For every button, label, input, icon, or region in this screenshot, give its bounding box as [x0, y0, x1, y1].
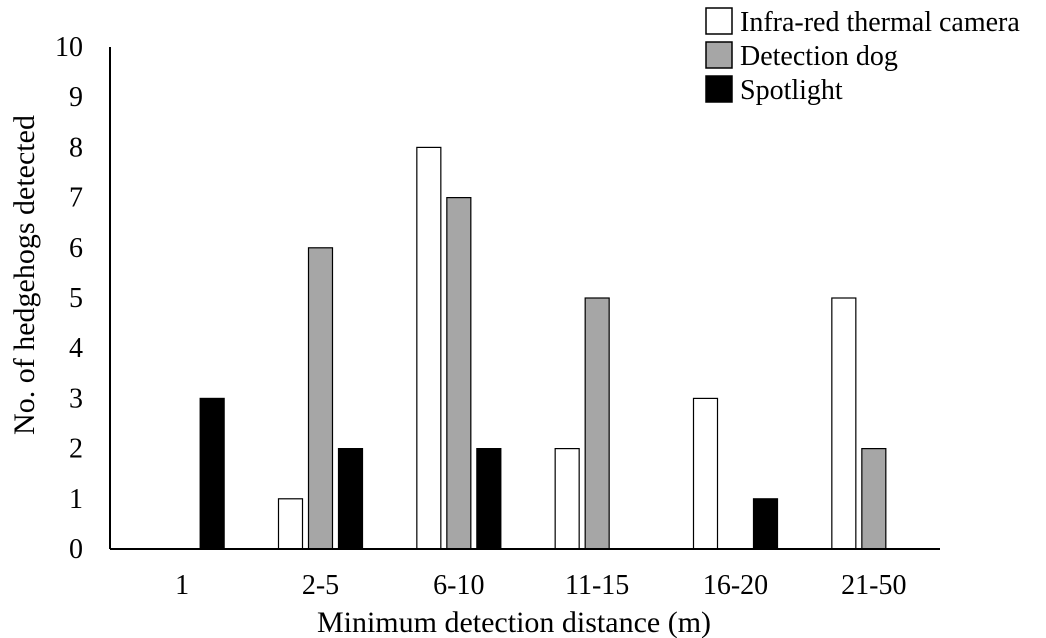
y-tick-label: 6	[69, 233, 83, 264]
x-tick-label: 1	[175, 570, 189, 601]
legend-label: Infra-red thermal camera	[740, 7, 1020, 38]
x-tick-label: 16-20	[703, 570, 768, 601]
bar	[277, 498, 304, 550]
bar	[416, 146, 442, 550]
x-tick-label: 11-15	[565, 570, 629, 601]
bar	[199, 397, 225, 550]
legend-swatch	[705, 75, 733, 103]
x-axis-label: Minimum detection distance (m)	[317, 606, 711, 638]
x-tick-label: 6-10	[433, 570, 484, 601]
bars	[199, 146, 887, 550]
x-tick-label: 21-50	[841, 570, 906, 601]
bar	[446, 197, 472, 550]
y-tick-label: 9	[69, 82, 83, 113]
bar	[476, 448, 502, 550]
bar	[307, 247, 334, 550]
x-tick-label: 2-5	[302, 570, 339, 601]
y-axis-label: No. of hedgehogs detected	[8, 115, 41, 435]
y-tick-label: 4	[69, 333, 83, 364]
y-tick-label: 8	[69, 132, 83, 163]
y-tick-label: 1	[69, 484, 83, 515]
y-tick-label: 0	[69, 534, 83, 565]
y-tick-label: 10	[55, 32, 83, 63]
bar	[554, 448, 580, 550]
y-tick-label: 2	[69, 434, 83, 465]
bar	[861, 448, 887, 550]
bar	[752, 498, 779, 550]
legend-swatch	[705, 7, 733, 35]
bar	[584, 297, 610, 550]
y-tick-label: 3	[69, 383, 83, 414]
bar	[692, 397, 719, 550]
y-tick-label: 5	[69, 283, 83, 314]
x-axis-tick-labels: 1 2-5 6-10 11-15 16-20 21-50	[175, 570, 906, 601]
y-axis-tick-labels: 0 1 2 3 4 5 6 7 8 9 10	[55, 32, 83, 565]
legend-label: Spotlight	[740, 75, 843, 106]
legend-label: Detection dog	[740, 41, 898, 72]
bar	[337, 448, 364, 550]
y-tick-label: 7	[69, 183, 83, 214]
legend-swatch	[705, 41, 733, 69]
bar	[831, 297, 857, 550]
